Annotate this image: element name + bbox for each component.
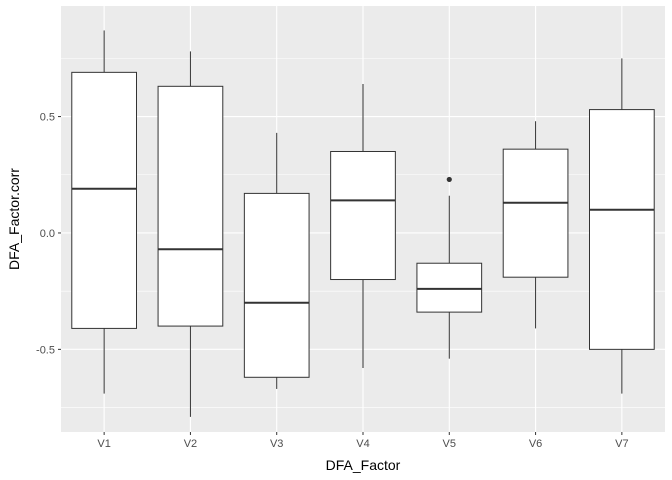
x-axis-title: DFA_Factor [326,457,401,473]
iqr-box [589,109,655,350]
x-tick-label-v3: V3 [270,438,283,450]
box-v6 [502,121,569,329]
x-tick-label-v4: V4 [356,438,369,450]
y-axis-title: DFA_Factor.corr [6,168,22,270]
iqr-box [71,71,137,329]
iqr-box [243,192,310,378]
box-v4 [330,83,396,368]
outlier-point [446,176,452,183]
iqr-box [502,148,569,278]
iqr-box [416,262,483,313]
y-axis: -0.5 0.0 0.5 [36,112,61,356]
y-tick-label: -0.5 [36,344,55,356]
box-v2 [157,51,224,417]
iqr-box [330,150,396,281]
x-tick-label-v5: V5 [443,438,456,450]
iqr-box [157,85,224,327]
x-tick-label-v6: V6 [529,438,542,450]
y-tick-label: 0.0 [40,228,55,240]
box-v7 [589,58,655,394]
box-v3 [243,132,310,389]
x-tick-label-v7: V7 [615,438,628,450]
x-tick-label-v1: V1 [97,438,110,450]
boxes [71,30,655,417]
box-v1 [71,30,137,394]
x-axis: V1 V2 V3 V4 V5 V6 V7 [97,432,629,450]
x-tick-label-v2: V2 [184,438,197,450]
box-v5 [416,176,483,359]
y-tick-label: 0.5 [40,112,55,124]
